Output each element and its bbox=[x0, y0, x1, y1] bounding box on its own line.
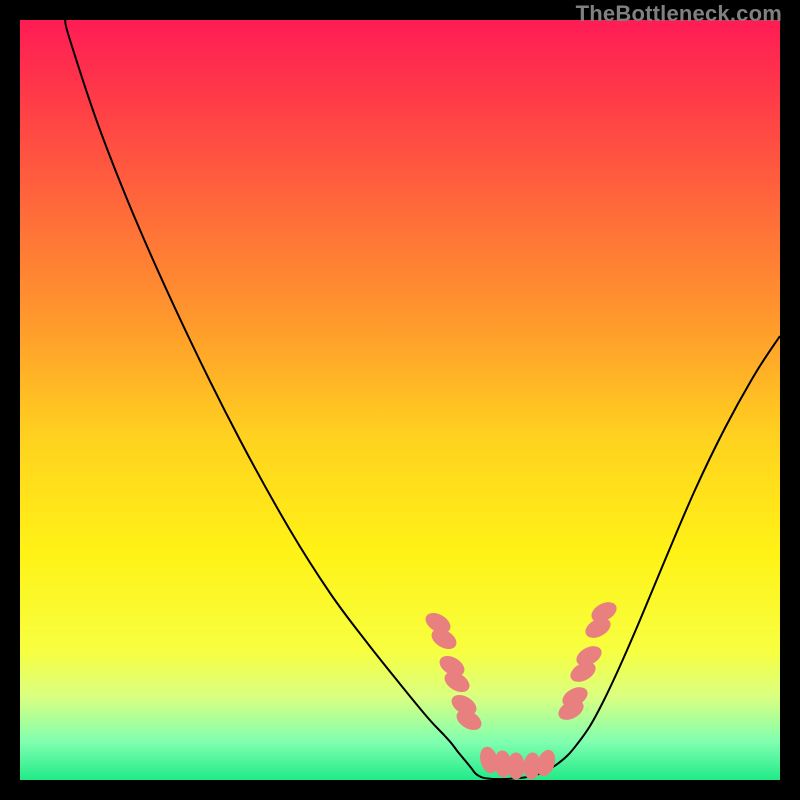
plot-area bbox=[20, 20, 780, 780]
chart-svg bbox=[0, 0, 800, 800]
bottleneck-chart: TheBottleneck.com bbox=[0, 0, 800, 800]
watermark-text: TheBottleneck.com bbox=[576, 1, 782, 27]
data-marker bbox=[508, 753, 524, 779]
